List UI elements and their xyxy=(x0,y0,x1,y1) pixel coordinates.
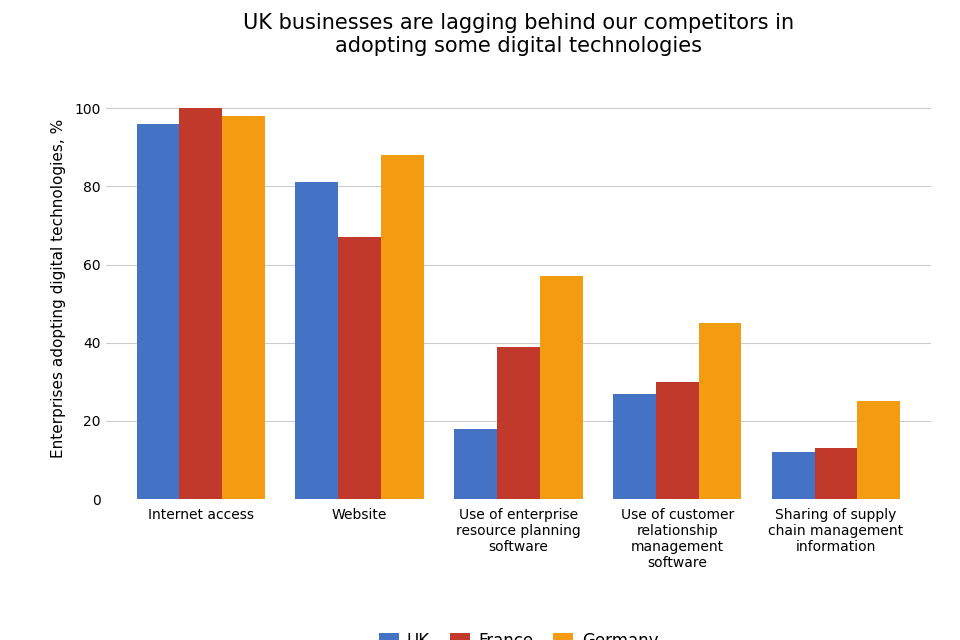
Bar xyxy=(699,323,741,499)
Bar xyxy=(180,108,223,499)
Title: UK businesses are lagging behind our competitors in
adopting some digital techno: UK businesses are lagging behind our com… xyxy=(243,13,794,56)
Bar xyxy=(381,155,424,499)
Bar xyxy=(497,347,540,499)
Y-axis label: Enterprises adopting digital technologies, %: Enterprises adopting digital technologie… xyxy=(51,118,66,458)
Bar xyxy=(223,116,265,499)
Bar xyxy=(540,276,583,499)
Bar xyxy=(814,449,857,499)
Bar xyxy=(656,382,699,499)
Bar xyxy=(612,394,656,499)
Bar xyxy=(772,452,814,499)
Legend: UK, France, Germany: UK, France, Germany xyxy=(372,626,665,640)
Bar xyxy=(296,182,338,499)
Bar xyxy=(338,237,381,499)
Bar xyxy=(136,124,180,499)
Bar xyxy=(857,401,900,499)
Bar xyxy=(454,429,497,499)
